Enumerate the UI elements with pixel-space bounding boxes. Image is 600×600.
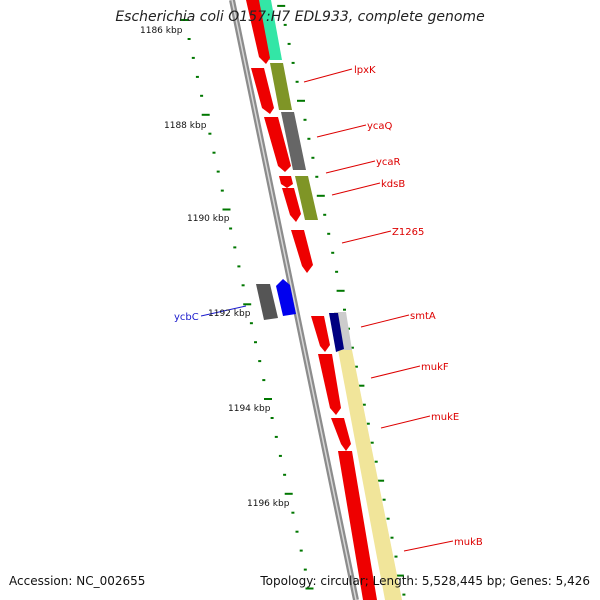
- cog-block-olive: [270, 63, 292, 110]
- map-title: Escherichia coli O157:H7 EDL933, complet…: [115, 9, 485, 25]
- gene-label-ycaQ: ycaQ: [367, 121, 393, 132]
- cog-block-gray: [281, 112, 306, 170]
- gene-label-lpxK: lpxK: [354, 65, 376, 76]
- cds-block-gray: [256, 284, 278, 320]
- genome-stats-text: Topology: circular; Length: 5,528,445 bp…: [260, 574, 590, 588]
- gene-label-ycbC: ycbC: [174, 312, 199, 323]
- accession-text: Accession: NC_002655: [9, 574, 146, 588]
- cds-arrow-reverse: [276, 279, 296, 316]
- scale-labels: 1186 kbp 1188 kbp 1190 kbp 1192 kbp 1194…: [140, 26, 290, 509]
- gene-labels: lpxK ycaQ ycaR kdsB Z1265 smtA mukF mukE…: [174, 65, 483, 548]
- scale-label: 1192 kbp: [208, 309, 251, 319]
- cds-reverse-strand: [256, 279, 296, 320]
- scale-ticks: [181, 4, 406, 596]
- gene-label-ycaR: ycaR: [376, 157, 401, 168]
- cds-arrow: [251, 68, 274, 114]
- cds-arrow: [311, 316, 330, 352]
- gene-label-Z1265: Z1265: [392, 227, 424, 238]
- cds-arrow: [331, 418, 351, 451]
- gene-label-kdsB: kdsB: [381, 179, 405, 190]
- cog-strip: [258, 0, 402, 600]
- scale-label: 1194 kbp: [228, 404, 271, 414]
- cds-arrow: [264, 117, 291, 172]
- cog-block-teal: [258, 0, 282, 60]
- gene-label-mukF: mukF: [421, 362, 449, 373]
- cds-arrow: [329, 313, 344, 352]
- cds-arrow: [246, 0, 270, 64]
- label-leaders: [200, 68, 454, 552]
- scale-label: 1186 kbp: [140, 26, 183, 36]
- genome-backbone: [229, 0, 359, 600]
- cds-forward-strand: [246, 0, 377, 600]
- cds-arrow: [291, 230, 313, 273]
- cds-arrow: [279, 176, 293, 188]
- scale-label: 1190 kbp: [187, 214, 230, 224]
- scale-label: 1188 kbp: [164, 121, 207, 131]
- cds-arrow: [338, 451, 377, 600]
- cds-arrow: [318, 354, 341, 415]
- cds-arrow: [282, 188, 301, 222]
- gene-label-mukB: mukB: [454, 537, 483, 548]
- gene-label-mukE: mukE: [431, 412, 459, 423]
- cog-block-cream: [338, 350, 402, 600]
- gene-label-smtA: smtA: [410, 311, 436, 322]
- scale-label: 1196 kbp: [247, 499, 290, 509]
- cog-block-olive: [295, 176, 318, 220]
